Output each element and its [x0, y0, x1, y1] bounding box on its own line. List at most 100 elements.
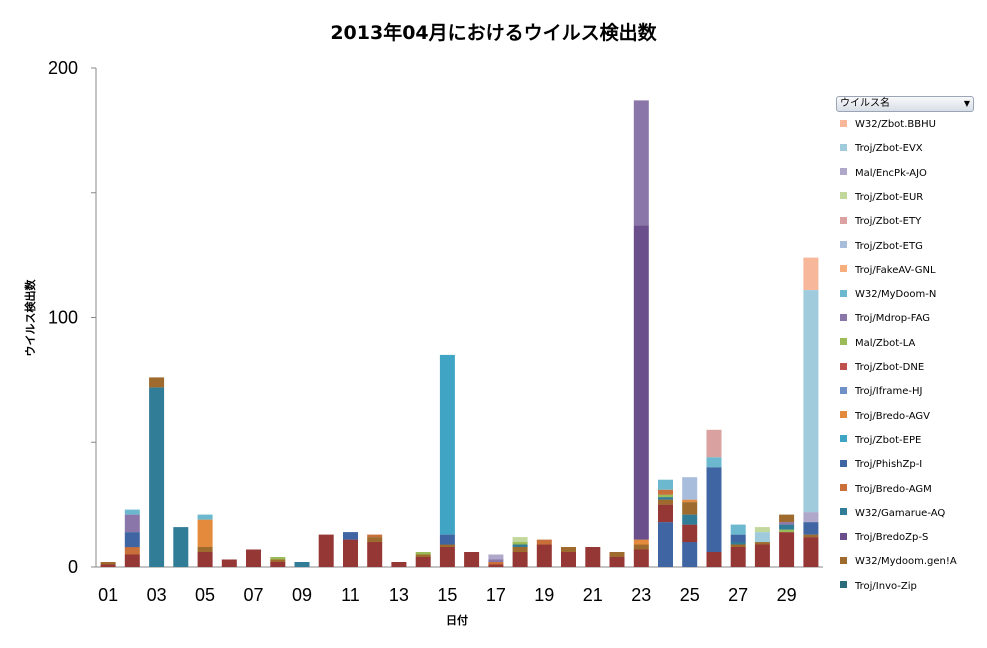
bar-segment: [488, 559, 504, 562]
bar-segment: [415, 554, 431, 557]
legend-swatch: [840, 338, 847, 346]
legend-swatch: [840, 484, 847, 491]
bar-segment: [100, 564, 116, 567]
bar-segment: [270, 562, 286, 567]
bar-segment: [706, 457, 722, 468]
x-tick-label: 07: [244, 585, 264, 605]
x-tick-label: 17: [486, 585, 506, 605]
bar-segment: [343, 539, 358, 567]
bar-segment: [367, 542, 383, 567]
bar-segment: [730, 544, 746, 547]
axes: 0 100 200 01 03 05 07 09 11 13 15 17 19 21 23 25 27 29: [48, 58, 823, 605]
bar-segment: [682, 524, 698, 543]
bar-segment: [536, 539, 552, 545]
bar-segment: [197, 519, 213, 547]
bar-segment: [779, 532, 795, 567]
chart-title: 2013年04月におけるウイルス検出数: [330, 22, 657, 44]
bar-segment: [706, 467, 722, 552]
bar-segment: [512, 552, 528, 567]
legend-swatch: [840, 508, 847, 516]
chevron-down-icon[interactable]: ▼: [963, 99, 970, 108]
bar-segment: [706, 429, 722, 458]
legend-swatch: [840, 411, 847, 419]
legend-label: Troj/Zbot-DNE: [855, 362, 925, 373]
bar-segment: [270, 557, 286, 560]
x-tick-label: 23: [631, 585, 651, 605]
bar-segment: [391, 562, 407, 567]
y-tick-label: 200: [48, 58, 78, 78]
bar-segment: [609, 557, 625, 567]
bar-segment: [658, 499, 673, 505]
legend-swatch: [840, 192, 847, 200]
x-tick-label: 11: [341, 585, 360, 605]
bar-segment: [682, 514, 698, 525]
legend-label: W32/Gamarue-AQ: [855, 507, 946, 519]
bar-segment: [512, 542, 528, 545]
bar-segment: [779, 529, 795, 533]
bar-segment: [270, 559, 286, 562]
bar-segment: [318, 534, 334, 567]
bar-segment: [658, 489, 673, 495]
legend-label: Troj/Iframe-HJ: [855, 386, 923, 398]
bar-segment: [197, 514, 213, 520]
legend-swatch: [840, 362, 847, 370]
bar-segment: [682, 542, 698, 567]
bar-segment: [658, 504, 673, 523]
bar-segment: [682, 477, 698, 500]
x-tick-label: 25: [680, 585, 700, 605]
bar-segment: [633, 225, 649, 540]
bar-segment: [609, 552, 625, 557]
legend-swatch: [840, 459, 847, 467]
bar-segment: [294, 562, 310, 567]
bar-segment: [803, 522, 819, 535]
legend-item: W32/MyDoom-N: [840, 288, 936, 302]
x-tick-label: 15: [437, 585, 457, 605]
legend-item: W32/Zbot.BBHU: [840, 118, 936, 132]
bar-segment: [803, 534, 819, 538]
bar-segment: [124, 532, 140, 548]
bar-segment: [561, 547, 576, 552]
legend-item: Troj/PhishZp-I: [840, 458, 922, 472]
legend-swatch: [840, 435, 847, 443]
legend-swatch: [840, 581, 847, 589]
bar-segment: [439, 534, 455, 545]
bar-segment: [803, 290, 819, 513]
legend-swatch: [840, 289, 847, 297]
legend-item: Troj/Bredo-AGV: [840, 410, 930, 424]
bar-segment: [779, 524, 795, 530]
bar-segment: [367, 537, 383, 543]
legend-swatch: [840, 265, 847, 273]
bar-segment: [149, 387, 165, 567]
legend-filter-dropdown[interactable]: ウイルス名 ▼: [836, 96, 974, 112]
legend-swatch: [840, 313, 847, 321]
legend-item: Troj/BredoZp-S: [840, 531, 928, 545]
legend-swatch: [840, 119, 847, 127]
bar-segment: [488, 562, 504, 565]
legend-swatch: [840, 216, 847, 224]
bar-segment: [779, 514, 795, 523]
bar-segment: [415, 552, 431, 555]
bar-segment: [536, 544, 552, 567]
y-axis-label: ウイルス検出数: [23, 279, 37, 357]
bar-segment: [124, 509, 140, 515]
bar-segment: [706, 552, 722, 567]
legend-item: Troj/Bredo-AGM: [840, 483, 932, 497]
legend-label: Troj/Zbot-ETY: [855, 216, 922, 228]
legend-item: Troj/Zbot-ETY: [840, 215, 921, 229]
legend-label: Troj/PhishZp-I: [855, 459, 923, 471]
bar-segment: [512, 547, 528, 552]
bar-segment: [682, 499, 698, 503]
bar-segment: [779, 522, 795, 525]
bar-segment: [658, 522, 673, 567]
x-tick-label: 03: [147, 585, 167, 605]
bar-segment: [367, 534, 383, 538]
bar-segment: [730, 542, 746, 545]
bar-segment: [658, 494, 673, 498]
bar-segment: [464, 552, 480, 567]
x-tick-label: 21: [583, 585, 603, 605]
legend-item: Troj/Invo-Zip: [840, 580, 917, 594]
bar-segment: [754, 532, 770, 543]
legend-label: W32/Zbot.BBHU: [855, 119, 936, 130]
legend-title: ウイルス名: [840, 98, 890, 109]
